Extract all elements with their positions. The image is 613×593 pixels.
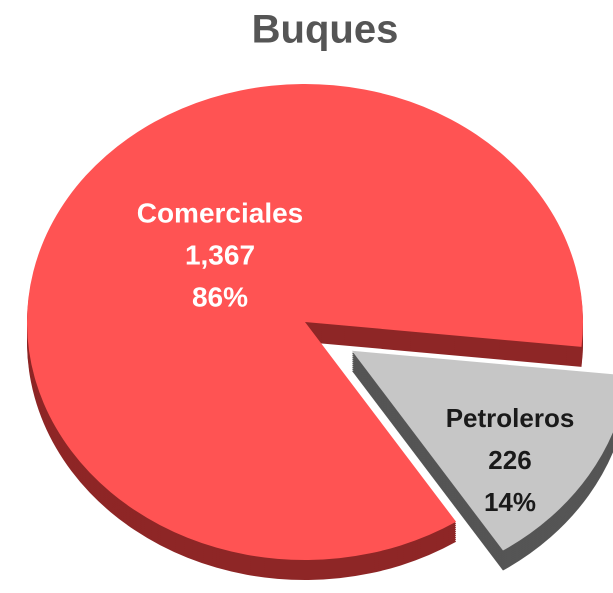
slice-percent: 14%	[484, 487, 536, 517]
slice-value: 1,367	[185, 239, 255, 270]
slice-label: Petroleros	[446, 403, 575, 433]
slice	[27, 84, 584, 561]
slice-percent: 86%	[192, 281, 248, 312]
slice-value: 226	[488, 445, 531, 475]
slice-label: Comerciales	[137, 197, 304, 228]
slice	[351, 350, 613, 551]
chart-title: Buques	[252, 8, 399, 52]
